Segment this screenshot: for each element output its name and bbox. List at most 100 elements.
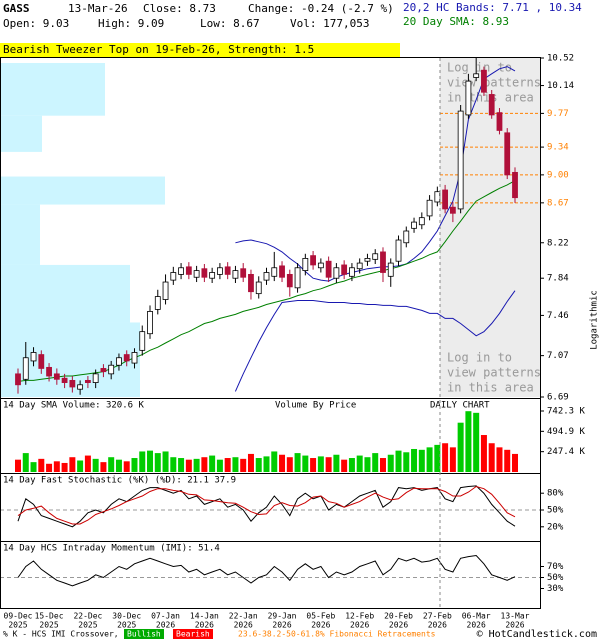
candle-body [380,251,386,273]
volume-bar [139,451,146,472]
candle-body [154,296,161,310]
candle-body [22,357,29,380]
candle-body [434,191,441,203]
y-tick-label: 10.14 [547,81,574,91]
locked-note: in this area [447,381,534,395]
x-tick-label: 14-Jan [190,612,219,621]
low: Low: 8.67 [200,17,260,30]
high: High: 9.09 [98,17,164,30]
volume-bar [317,456,324,472]
x-tick-label: 15-Dec [35,612,64,621]
volume-by-price-bar [0,204,40,265]
locked-note: view patterns [447,76,541,90]
candle-body [38,354,45,369]
y-tick-label: 10.52 [547,54,574,64]
candle-body [178,267,184,275]
candle-body [372,253,379,260]
volume-by-price-bar [0,264,130,323]
volume-bar [341,459,348,472]
volume-bar [22,453,29,472]
y-tick-label: 9.77 [547,109,569,119]
x-tick-year: 2026 [389,621,408,630]
candle-body [349,267,355,277]
fib-note: 23.6-38.2-50-61.8% Fibonacci Retracement… [238,630,436,639]
x-tick-label: 29-Jan [268,612,297,621]
candle-body [442,189,449,210]
x-tick-year: 2026 [505,621,524,630]
volume-bar [115,459,122,472]
panel-title: 14 Day Fast Stochastic (%K) (%D): 21.1 3… [3,476,236,486]
candle-body [403,230,410,244]
candle-body [473,73,480,78]
candle-body [411,221,417,229]
series-line [17,554,516,587]
volume-bar [512,453,518,472]
y-tick-label: 494.9 K [547,427,586,437]
y-tick-label: 30% [547,584,564,594]
bullish-label: Bullish [127,630,161,639]
y-tick-label: 6.69 [547,393,569,403]
volume-bar [147,450,154,472]
x-tick-year: 2025 [78,621,97,630]
volume-bar [178,458,185,472]
panel-frame [0,541,541,609]
candle-body [30,352,37,362]
candle-body [271,267,278,277]
candle-body [224,266,231,275]
candle-body [286,273,293,288]
x-tick-label: 22-Jan [229,612,258,621]
volume-bar [38,458,45,472]
volume-bar [131,458,138,472]
candle-body [255,281,262,295]
volume-bar [504,449,511,472]
candle-body [92,373,99,383]
candle-body [395,239,402,262]
candle-body [302,258,309,272]
volume-bar [434,444,441,472]
x-tick-label: 27-Feb [423,612,452,621]
candle-body [240,268,247,278]
volume-bar [395,450,402,472]
credit: © HotCandlestick.com [477,629,597,640]
volume-bar [92,458,99,472]
candle-body [333,267,340,279]
candle-body [123,354,130,362]
x-tick-label: 09-Dec [4,612,33,621]
candle-body [310,255,316,266]
volume-bar [193,458,200,472]
volume-bar [185,459,192,472]
candle-body [185,266,192,275]
candle-body [481,69,487,93]
volume-bar [387,454,394,472]
y-tick-label: 247.4 K [547,447,586,457]
volume-by-price-bar [0,62,105,116]
volume-bar [442,443,449,472]
volume-bar [457,422,464,472]
volume-bar [411,448,418,472]
candle-body [116,357,122,366]
x-tick-label: 12-Feb [345,612,374,621]
x-tick-year: 2026 [156,621,175,630]
x-tick-year: 2025 [117,621,136,630]
volume-bar [325,457,332,472]
x-tick-label: 30-Dec [112,612,141,621]
candle-body [69,379,76,388]
y-tick-label: 8.67 [547,198,569,208]
volume-bar [61,462,68,472]
x-tick-label: 20-Feb [384,612,413,621]
y-tick-label: 80% [547,489,564,499]
candle-body [317,262,324,269]
volume-bar [379,458,386,472]
candle-body [131,352,138,364]
x-tick-year: 2026 [428,621,447,630]
panel-title: 14 Day SMA Volume: 320.6 K [3,401,144,411]
candle-body [512,171,518,199]
x-tick-label: 05-Feb [306,612,335,621]
candle-body [201,268,208,278]
volume-bar [100,462,107,472]
volume-bar [271,451,278,472]
candle-body [418,217,425,226]
y-tick-label: 9.34 [547,143,569,153]
y-tick-label: 742.3 K [547,407,586,417]
legend-text: % K - HCS IMI Crossover, [3,630,119,639]
